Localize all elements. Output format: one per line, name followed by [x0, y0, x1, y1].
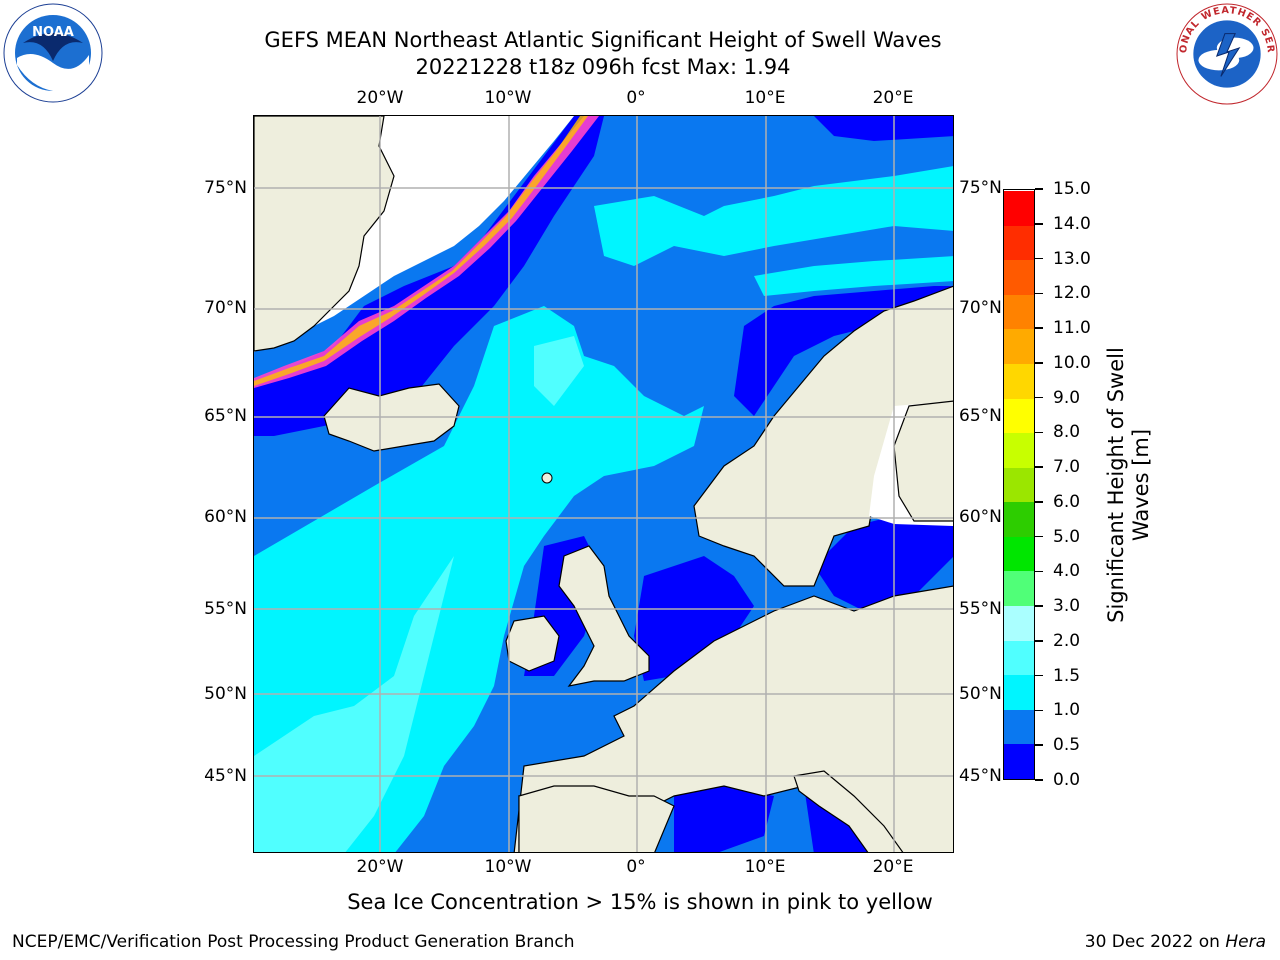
colorbar-tick-label: 6.0	[1053, 491, 1081, 512]
colorbar-segment	[1004, 432, 1034, 468]
lon-label-bottom: 20°W	[356, 857, 404, 877]
colorbar-tick	[1035, 744, 1043, 746]
colorbar-tick-label: 0.5	[1053, 735, 1081, 756]
lon-label-top: 10°W	[484, 88, 532, 108]
colorbar-tick-label: 14.0	[1053, 213, 1091, 234]
colorbar-tick	[1035, 605, 1043, 607]
date-prefix: 30 Dec 2022 on	[1084, 932, 1226, 952]
lon-label-bottom: 10°E	[744, 857, 786, 877]
colorbar-segment	[1004, 536, 1034, 572]
colorbar-segment	[1004, 190, 1034, 226]
land-ireland	[505, 615, 560, 672]
colorbar-segment	[1004, 674, 1034, 710]
lat-label-left: 60°N	[204, 507, 247, 527]
lat-label-right: 45°N	[959, 766, 1002, 786]
lat-label-right: 75°N	[959, 178, 1002, 198]
colorbar-tick-label: 4.0	[1053, 561, 1081, 582]
credit-text: NCEP/EMC/Verification Post Processing Pr…	[12, 932, 575, 952]
colorbar-tick-label: 8.0	[1053, 422, 1081, 443]
land-italy	[793, 770, 904, 852]
lat-label-right: 60°N	[959, 507, 1002, 527]
lat-label-right: 65°N	[959, 406, 1002, 426]
land-great-britain	[558, 545, 650, 687]
colorbar-tick	[1035, 362, 1043, 364]
lat-label-left: 70°N	[204, 298, 247, 318]
colorbar-tick-label: 13.0	[1053, 248, 1091, 269]
colorbar-segment	[1004, 398, 1034, 434]
chart-title: GEFS MEAN Northeast Atlantic Significant…	[264, 28, 942, 52]
noaa-logo: NOAA	[3, 3, 103, 103]
colorbar-segment	[1004, 743, 1034, 779]
colorbar-tick-label: 11.0	[1053, 318, 1091, 339]
colorbar-tick	[1035, 640, 1043, 642]
lon-label-bottom: 0°	[626, 857, 646, 877]
lon-label-bottom: 10°W	[484, 857, 532, 877]
colorbar-tick	[1035, 396, 1043, 399]
swell-zone-0-0.5	[254, 116, 604, 436]
lat-label-right: 55°N	[959, 599, 1002, 619]
swell-zone-1.5-2.0	[254, 556, 454, 852]
land-iberia	[518, 785, 675, 852]
colorbar-segment	[1004, 605, 1034, 641]
colorbar-segment	[1004, 328, 1034, 364]
date-text: 30 Dec 2022 on Hera	[1085, 932, 1266, 952]
lat-label-left: 75°N	[204, 178, 247, 198]
colorbar-tick-label: 1.5	[1053, 665, 1081, 686]
colorbar-tick-label: 2.0	[1053, 630, 1081, 651]
colorbar-tick-label: 3.0	[1053, 596, 1081, 617]
colorbar-tick	[1035, 327, 1043, 329]
land-greenland	[254, 116, 395, 352]
lat-label-left: 55°N	[204, 599, 247, 619]
svg-text:NOAA: NOAA	[32, 25, 74, 40]
lat-label-left: 50°N	[204, 684, 247, 704]
colorbar-title: Significant Height of Swell Waves [m]	[1104, 347, 1153, 623]
lat-label-left: 45°N	[204, 766, 247, 786]
colorbar-tick	[1035, 570, 1043, 573]
colorbar-tick	[1035, 292, 1043, 295]
colorbar-tick-label: 0.0	[1053, 770, 1081, 790]
chart-subtitle: 20221228 t18z 096h fcst Max: 1.94	[415, 55, 791, 79]
colorbar-segment	[1004, 294, 1034, 330]
colorbar-segment	[1004, 467, 1034, 503]
sea-ice-note: Sea Ice Concentration > 15% is shown in …	[347, 890, 933, 914]
nws-logo: NATIONAL WEATHER SERVICE	[1176, 3, 1278, 105]
lat-label-right: 70°N	[959, 298, 1002, 318]
lon-label-top: 10°E	[744, 88, 786, 108]
colorbar-segment	[1004, 363, 1034, 399]
colorbar-tick	[1035, 223, 1043, 225]
colorbar-tick-label: 7.0	[1053, 457, 1081, 478]
colorbar-tick	[1035, 501, 1043, 503]
colorbar-tick	[1035, 257, 1043, 260]
colorbar-segment	[1004, 259, 1034, 295]
colorbar-segment	[1004, 225, 1034, 261]
lon-label-top: 20°W	[356, 88, 404, 108]
colorbar-tick	[1035, 466, 1043, 468]
colorbar	[1003, 189, 1035, 780]
lon-label-bottom: 20°E	[872, 857, 914, 877]
colorbar-tick-label: 10.0	[1053, 352, 1091, 373]
colorbar-segment	[1004, 640, 1034, 676]
colorbar-tick-label: 15.0	[1053, 179, 1091, 199]
colorbar-tick	[1035, 709, 1043, 712]
colorbar-tick-label: 1.0	[1053, 700, 1081, 721]
colorbar-tick-label: 9.0	[1053, 387, 1081, 408]
colorbar-tick	[1035, 674, 1043, 677]
colorbar-segment	[1004, 570, 1034, 607]
colorbar-tick	[1035, 431, 1043, 434]
colorbar-tick	[1035, 535, 1043, 538]
colorbar-tick-label: 12.0	[1053, 283, 1091, 304]
lat-label-right: 50°N	[959, 684, 1002, 704]
lon-label-top: 20°E	[872, 88, 914, 108]
colorbar-tick-label: 5.0	[1053, 526, 1081, 547]
colorbar-segment	[1004, 709, 1034, 745]
lon-label-top: 0°	[626, 88, 646, 108]
wave-height-map	[253, 115, 954, 853]
colorbar-tick	[1035, 188, 1043, 190]
machine-name: Hera	[1225, 932, 1266, 952]
lat-label-left: 65°N	[204, 406, 247, 426]
colorbar-tick	[1035, 779, 1043, 781]
colorbar-segment	[1004, 501, 1034, 537]
